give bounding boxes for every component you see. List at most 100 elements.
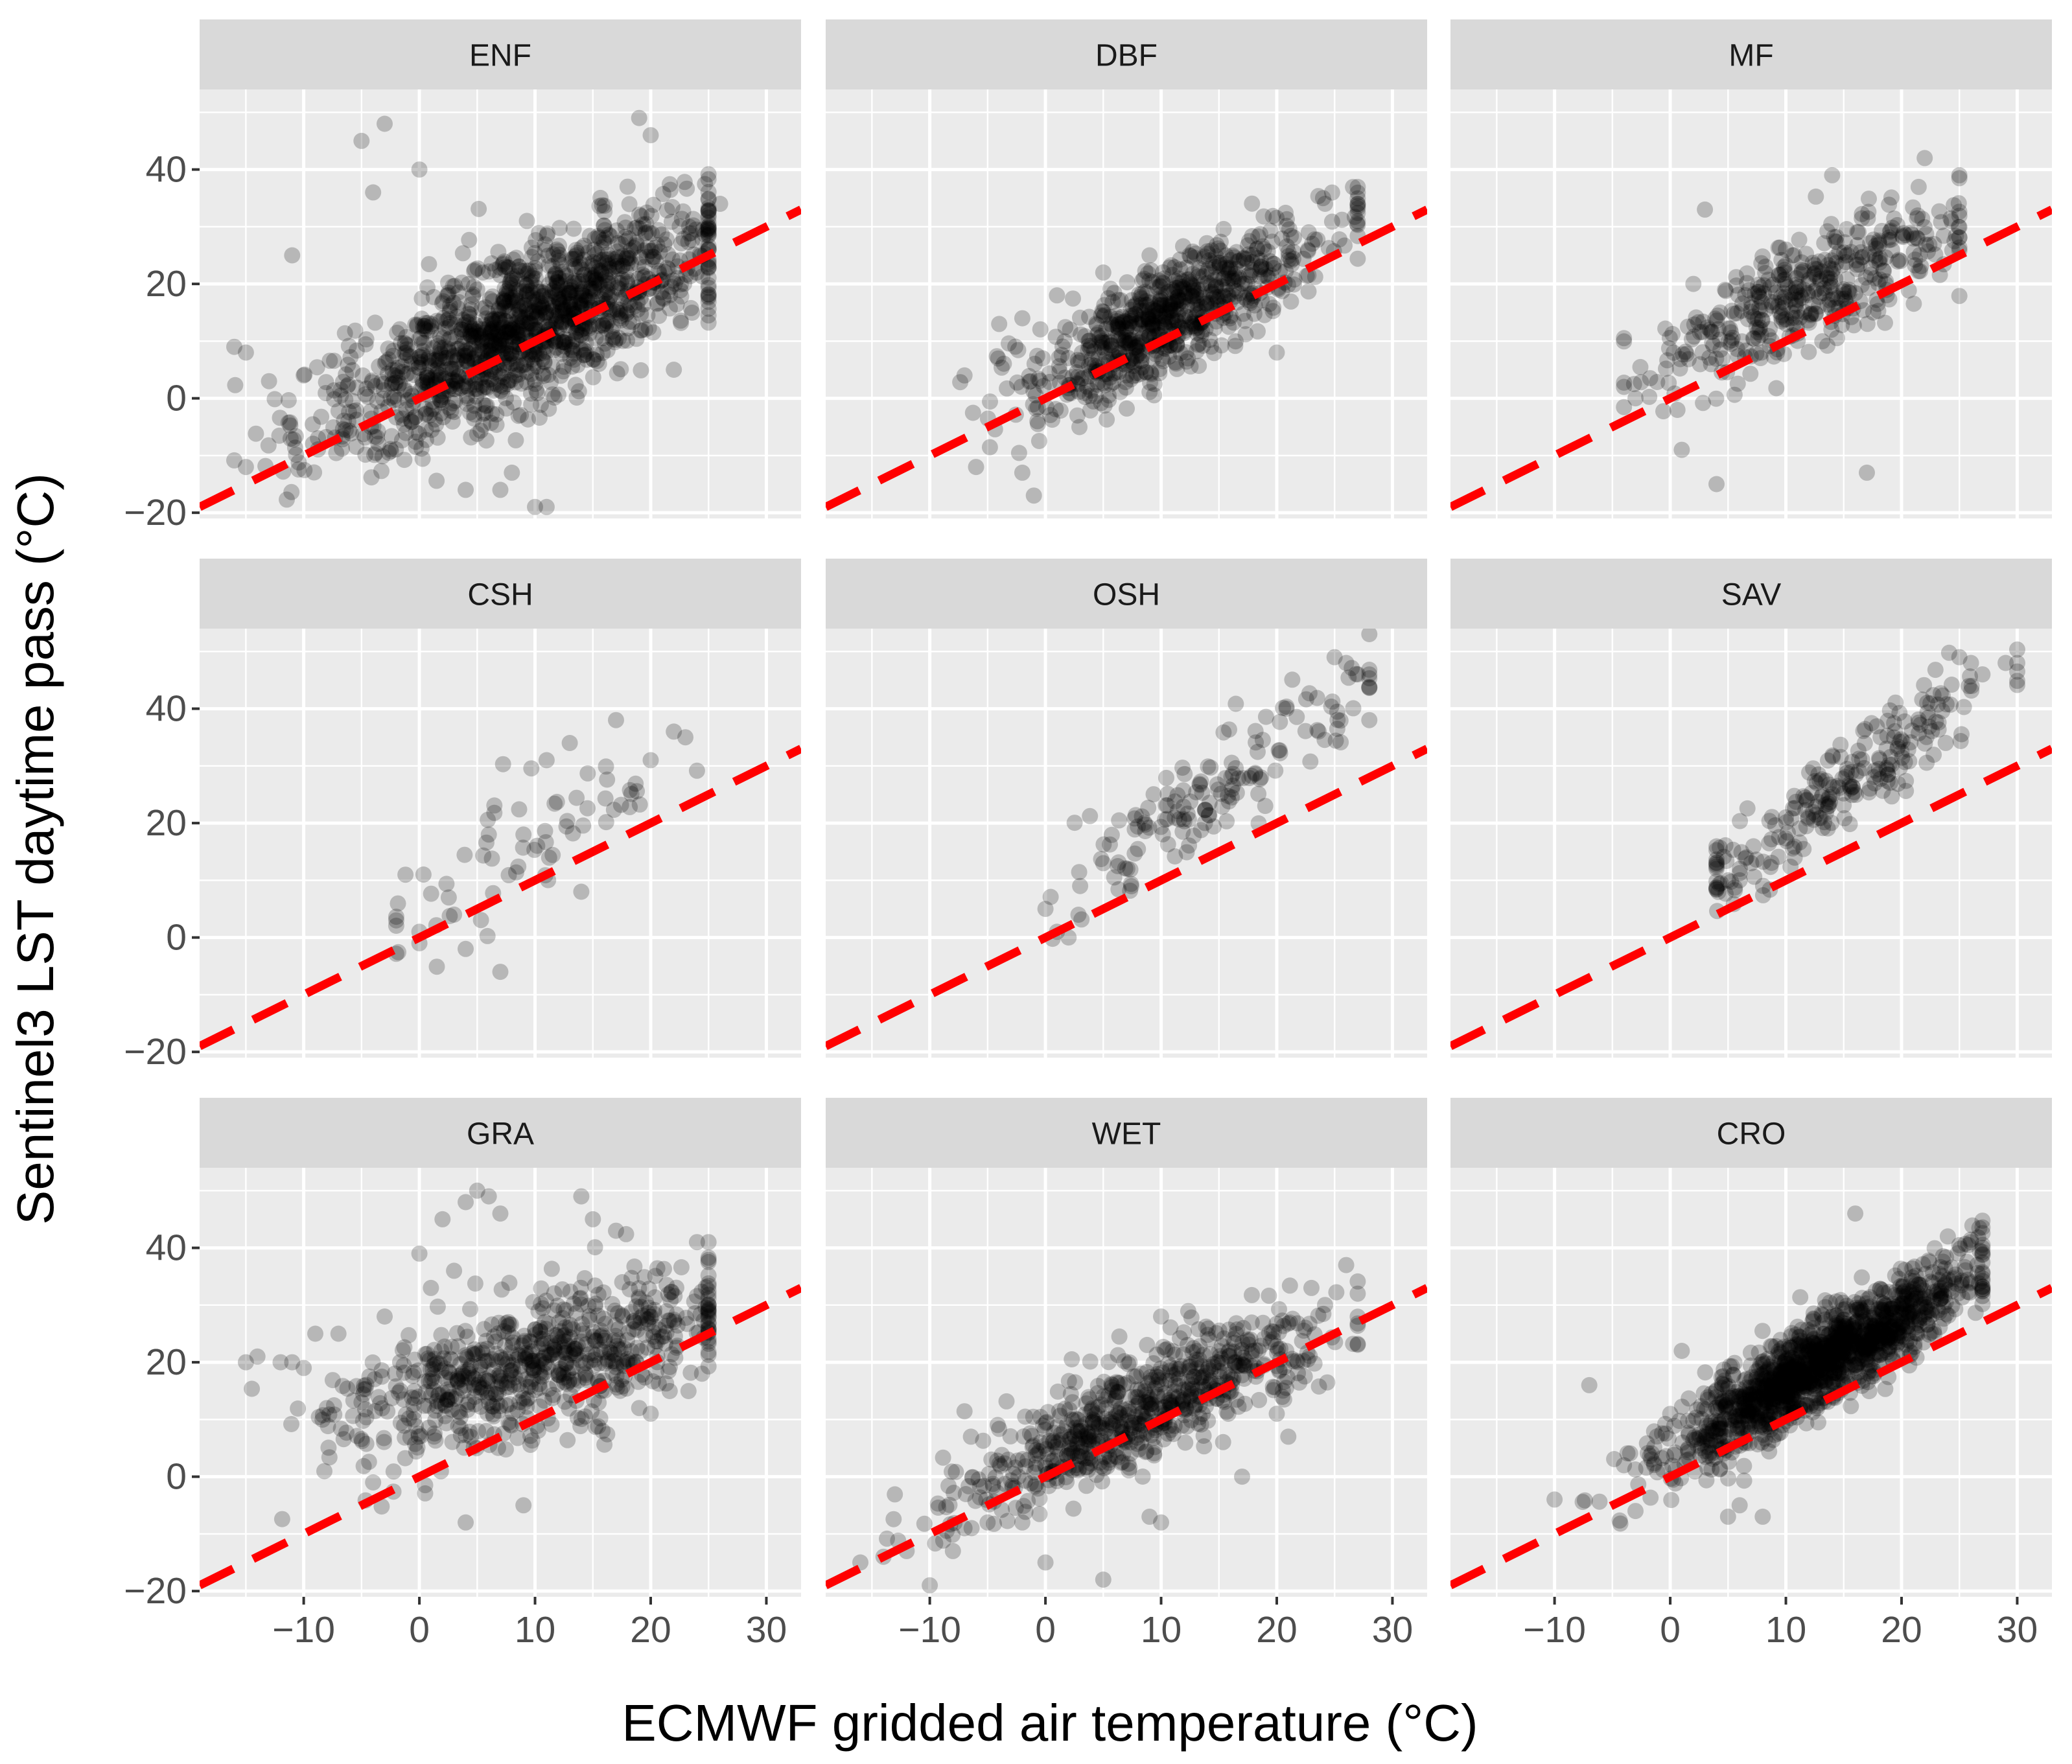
data-point bbox=[1763, 1378, 1780, 1395]
data-point bbox=[535, 1330, 552, 1347]
data-point bbox=[1898, 772, 1915, 789]
data-point bbox=[555, 358, 572, 375]
data-point bbox=[1237, 326, 1254, 343]
data-point bbox=[1171, 811, 1187, 828]
data-point bbox=[625, 239, 642, 256]
data-point bbox=[1793, 1335, 1810, 1352]
data-point bbox=[360, 388, 376, 405]
data-point bbox=[700, 288, 717, 305]
data-point bbox=[656, 1260, 672, 1277]
data-point bbox=[546, 1302, 563, 1319]
data-point bbox=[1077, 1406, 1093, 1423]
data-point bbox=[988, 348, 1005, 365]
data-point bbox=[656, 236, 673, 253]
data-point bbox=[651, 243, 668, 260]
data-point bbox=[1102, 281, 1119, 297]
data-point bbox=[1156, 314, 1172, 331]
data-point bbox=[1920, 243, 1937, 260]
data-point bbox=[568, 1305, 585, 1321]
y-tick-label: 40 bbox=[146, 1227, 187, 1269]
data-point bbox=[1097, 1422, 1114, 1439]
data-point bbox=[1220, 787, 1237, 804]
data-point bbox=[1255, 208, 1272, 225]
data-point bbox=[619, 273, 635, 290]
data-point bbox=[680, 233, 697, 250]
data-point bbox=[353, 1431, 370, 1448]
data-point bbox=[537, 305, 554, 321]
data-point bbox=[439, 1391, 455, 1408]
data-point bbox=[1280, 1428, 1297, 1445]
data-point bbox=[572, 1290, 589, 1306]
data-point bbox=[1080, 1426, 1097, 1442]
data-point bbox=[1097, 1410, 1113, 1427]
data-point bbox=[1256, 241, 1273, 257]
data-point bbox=[475, 1379, 492, 1396]
data-point bbox=[1753, 344, 1770, 361]
data-point bbox=[430, 360, 447, 377]
data-point bbox=[614, 1308, 631, 1325]
data-point bbox=[1165, 338, 1182, 354]
data-point bbox=[1175, 1391, 1192, 1408]
data-point bbox=[623, 1270, 640, 1286]
data-point bbox=[531, 410, 548, 426]
data-point bbox=[632, 249, 649, 266]
data-point bbox=[531, 299, 548, 316]
data-point bbox=[559, 331, 576, 348]
data-point bbox=[520, 315, 537, 332]
data-point bbox=[538, 343, 555, 360]
data-point bbox=[1082, 402, 1099, 419]
data-point bbox=[1839, 271, 1856, 288]
data-point bbox=[1847, 284, 1864, 301]
data-point bbox=[1934, 687, 1951, 704]
data-point bbox=[1729, 305, 1745, 321]
data-point bbox=[492, 1205, 509, 1222]
data-point bbox=[1783, 284, 1800, 301]
data-point bbox=[483, 850, 500, 867]
data-point bbox=[502, 325, 518, 341]
data-point bbox=[1844, 787, 1861, 804]
data-point bbox=[1849, 224, 1866, 240]
data-point bbox=[546, 1337, 563, 1354]
data-point bbox=[1198, 294, 1215, 311]
data-point bbox=[460, 348, 476, 365]
data-point bbox=[570, 1372, 587, 1389]
data-point bbox=[480, 1373, 496, 1389]
data-point bbox=[700, 1282, 717, 1299]
data-point bbox=[1174, 279, 1191, 296]
data-point bbox=[1773, 251, 1790, 268]
data-point bbox=[536, 1365, 553, 1381]
data-point bbox=[1217, 282, 1234, 298]
data-point bbox=[688, 762, 705, 779]
data-point bbox=[1200, 1327, 1216, 1343]
data-point bbox=[486, 325, 503, 342]
data-point bbox=[561, 1372, 578, 1389]
data-point bbox=[378, 353, 395, 370]
data-point bbox=[1148, 320, 1165, 337]
data-point bbox=[1708, 350, 1725, 367]
data-point bbox=[532, 1323, 549, 1340]
data-point bbox=[1100, 290, 1117, 307]
data-point bbox=[647, 253, 664, 270]
data-point bbox=[504, 320, 521, 337]
data-point bbox=[430, 335, 447, 352]
data-point bbox=[550, 1367, 567, 1384]
data-point bbox=[1167, 1376, 1183, 1393]
data-point bbox=[536, 1356, 553, 1373]
data-point bbox=[1194, 323, 1211, 340]
data-point bbox=[1777, 257, 1794, 273]
data-point bbox=[1078, 1459, 1095, 1475]
data-point bbox=[1103, 1379, 1120, 1395]
data-point bbox=[1152, 290, 1169, 307]
data-point bbox=[1854, 248, 1871, 265]
data-point bbox=[1891, 1287, 1907, 1304]
data-point bbox=[487, 310, 504, 327]
data-point bbox=[1701, 349, 1718, 366]
data-point bbox=[699, 221, 716, 238]
data-point bbox=[406, 1351, 423, 1368]
data-point bbox=[1821, 776, 1837, 793]
data-point bbox=[1743, 303, 1760, 320]
data-point bbox=[1126, 306, 1143, 323]
data-point bbox=[1701, 321, 1718, 338]
data-point bbox=[1082, 340, 1099, 356]
x-tick-label: 10 bbox=[515, 1609, 555, 1651]
